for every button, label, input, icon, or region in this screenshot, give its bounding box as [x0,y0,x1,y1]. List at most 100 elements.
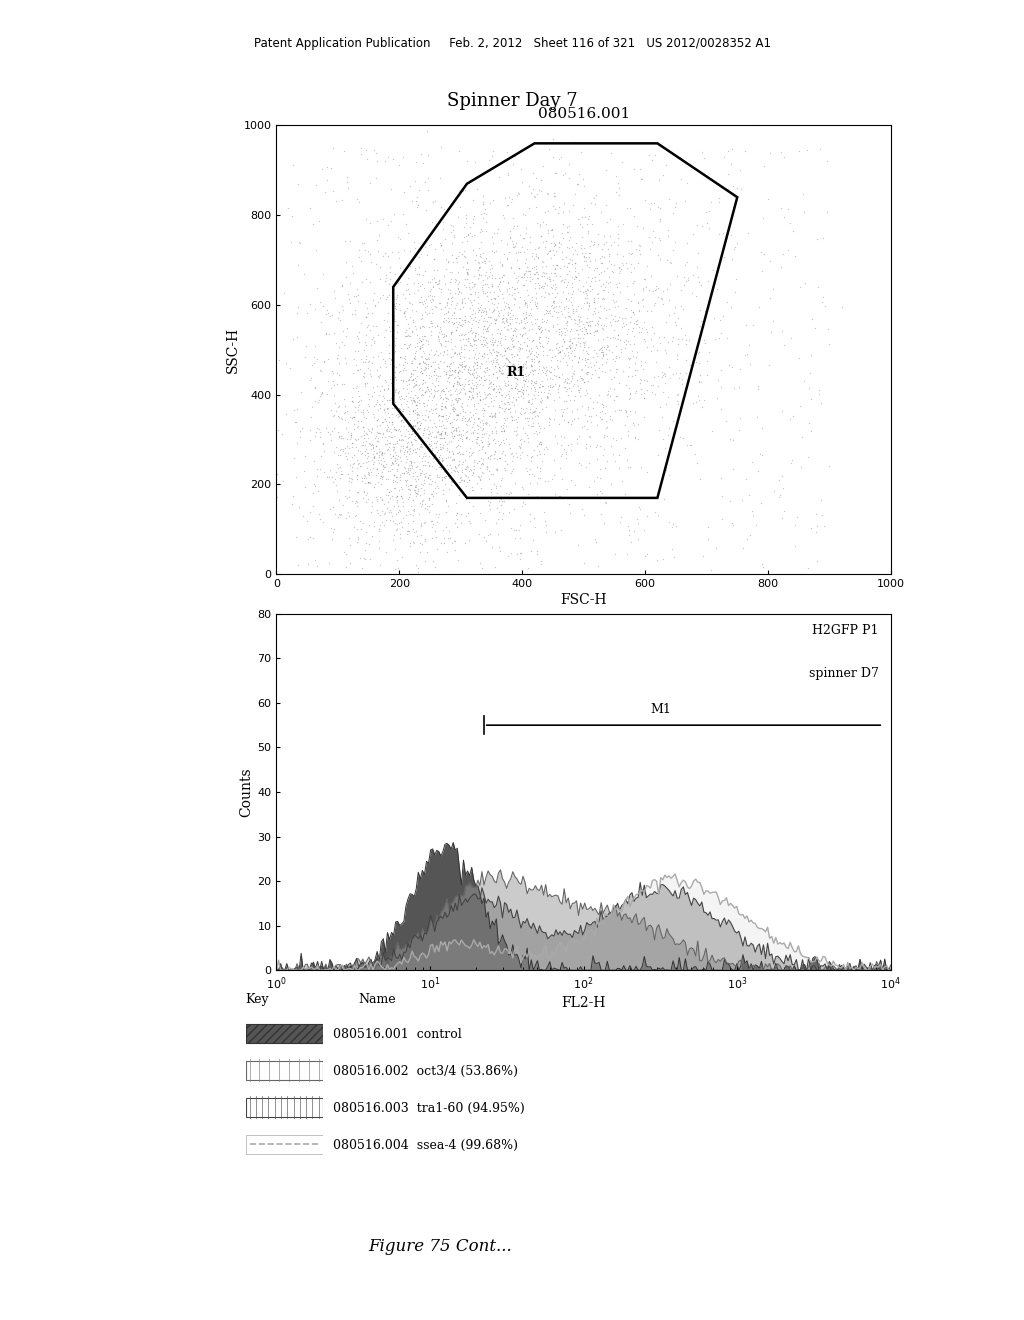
Point [693,310,710,331]
Point [531,319,548,341]
Point [385,446,401,467]
Point [451,180,467,201]
Point [332,504,348,525]
Point [461,312,477,333]
Point [447,420,464,441]
Point [577,553,593,574]
Point [349,391,366,412]
Point [450,273,466,294]
Point [517,358,534,379]
Point [610,346,627,367]
Point [325,137,341,158]
Point [518,248,535,269]
Point [378,484,394,506]
Point [501,297,517,318]
Point [683,434,699,455]
Point [623,532,639,553]
Point [387,451,403,473]
Point [348,495,365,516]
Point [456,350,472,371]
Point [460,358,476,379]
Point [438,294,455,315]
Point [379,397,395,418]
Point [370,408,386,429]
Point [560,412,577,433]
Point [292,232,308,253]
Point [429,511,445,532]
Point [386,293,402,314]
Point [443,339,460,360]
Point [431,329,447,350]
Point [639,544,655,565]
Point [498,309,514,330]
Point [514,441,530,462]
Point [549,432,565,453]
Point [397,322,414,343]
Point [319,421,336,442]
Point [442,413,459,434]
Point [521,389,538,411]
Point [497,329,513,350]
Point [374,442,390,463]
Point [366,331,382,352]
Point [627,359,643,380]
Point [462,331,478,352]
Point [499,141,515,162]
Point [421,502,437,523]
Point [388,298,404,319]
Point [572,141,589,162]
Point [286,447,302,469]
Point [556,426,572,447]
Point [616,338,633,359]
Point [490,273,507,294]
Point [340,284,356,305]
Point [517,323,534,345]
Point [580,292,596,313]
Point [417,494,433,515]
Point [407,462,423,483]
Point [380,417,396,438]
Point [458,226,474,247]
Point [547,198,563,219]
Point [402,432,419,453]
Point [340,487,356,508]
Title: 080516.001: 080516.001 [538,107,630,121]
Point [444,351,461,372]
Point [545,339,561,360]
Point [317,323,334,345]
Point [481,405,498,426]
Point [492,271,508,292]
Point [471,458,487,479]
Point [509,345,525,366]
Point [403,474,420,495]
Point [407,391,423,412]
Point [415,152,431,173]
Point [499,338,515,359]
Point [529,351,546,372]
Point [481,306,498,327]
Point [677,379,693,400]
Point [359,393,376,414]
Point [655,488,672,510]
Point [415,429,431,450]
Point [512,242,528,263]
Point [450,477,466,498]
Point [509,379,525,400]
Point [542,300,558,321]
Point [517,363,534,384]
Point [540,385,556,407]
Point [432,281,449,302]
Point [408,152,424,173]
Point [390,454,407,475]
Text: Spinner Day 7: Spinner Day 7 [446,92,578,111]
Point [623,383,639,404]
Point [437,248,454,269]
Point [442,222,459,243]
Point [302,420,318,441]
Point [344,378,360,399]
Point [397,333,414,354]
Point [527,372,544,393]
Point [562,309,579,330]
Point [361,458,378,479]
Point [483,403,500,424]
